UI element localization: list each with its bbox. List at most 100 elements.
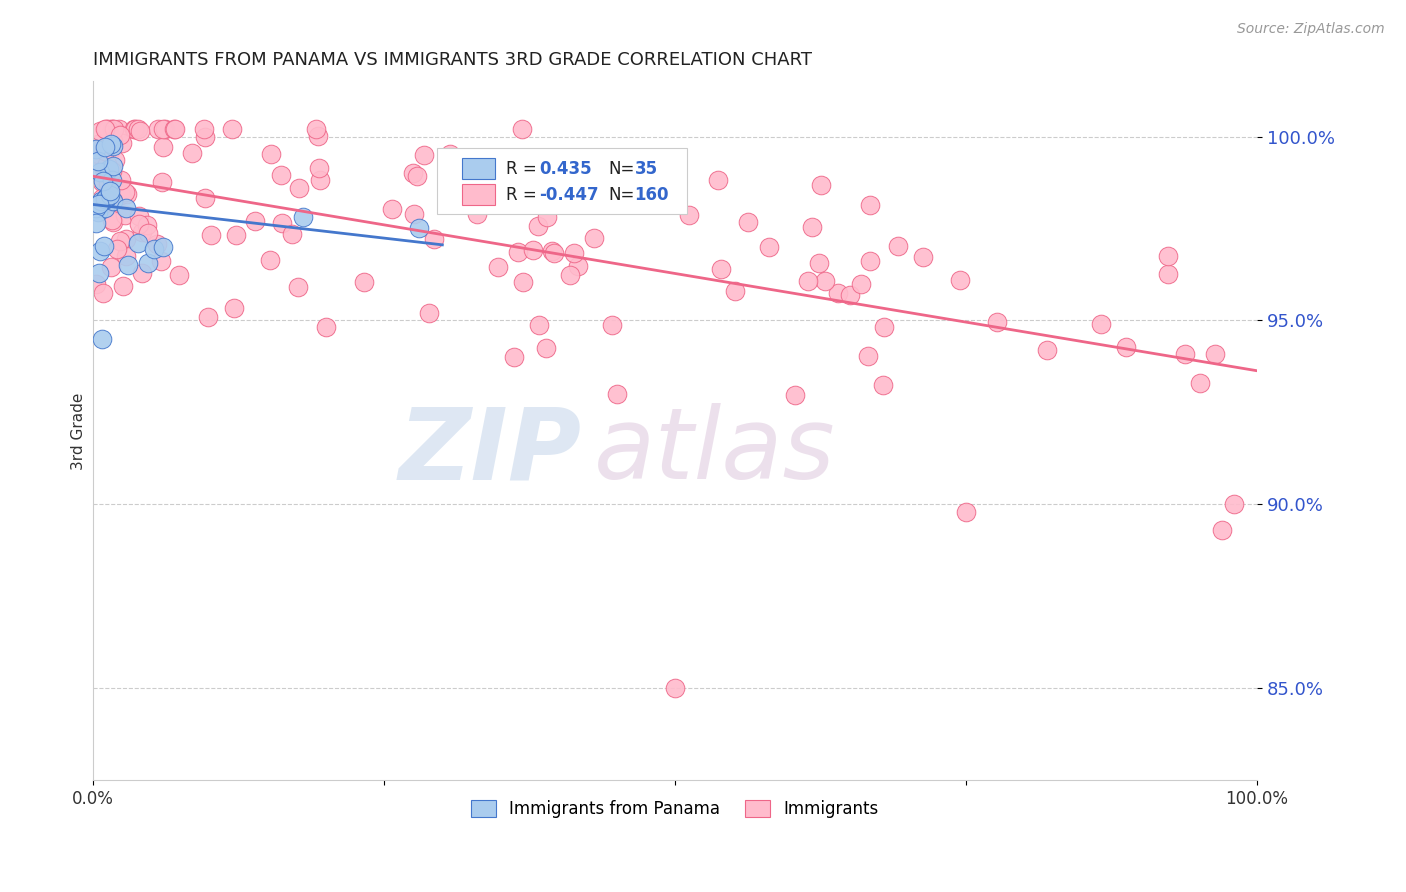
Point [87,153,110,168]
Point [115,232,138,246]
Text: N=: N= [609,186,636,204]
Point [111,136,134,150]
Point [567,259,589,273]
Point [562,245,585,260]
Point [404,206,426,220]
Point [859,253,882,268]
Point [101,139,124,153]
Point [737,215,759,229]
Point [510,122,533,136]
Text: -0.447: -0.447 [538,186,599,204]
Point [1174,347,1197,361]
Point [84,215,107,229]
Point [872,378,894,392]
Point [408,221,430,235]
Point [97,122,120,136]
Point [96,189,118,203]
Point [128,209,150,223]
Point [93,192,115,206]
Point [1204,347,1226,361]
Point [152,240,174,254]
Point [98,145,121,159]
Point [122,122,145,136]
Point [808,256,831,270]
Point [136,227,159,241]
Point [149,254,172,268]
Point [1222,497,1244,511]
Point [353,275,375,289]
Point [308,161,330,175]
Point [758,240,780,254]
Point [194,129,217,144]
Point [664,681,686,696]
Point [307,128,329,143]
Point [86,277,108,292]
Point [100,212,122,227]
Point [91,286,114,301]
Point [527,219,550,233]
Point [492,170,515,185]
Point [1188,376,1211,390]
Point [706,173,728,187]
Point [117,186,139,201]
Text: R =: R = [506,160,537,178]
Point [606,387,628,401]
Point [108,234,131,248]
Point [128,124,150,138]
Point [101,194,124,209]
Point [581,161,603,176]
Point [543,245,565,260]
Point [101,173,124,187]
Point [810,178,832,193]
Point [724,284,747,298]
Point [101,214,124,228]
Point [194,191,217,205]
Point [418,306,440,320]
Point [259,147,281,161]
Point [540,244,562,258]
Point [131,266,153,280]
Point [94,145,117,159]
Point [91,332,114,346]
Point [101,164,124,178]
Point [856,349,879,363]
FancyBboxPatch shape [463,185,495,205]
Text: 0.435: 0.435 [538,160,592,178]
Point [1156,250,1178,264]
Point [91,191,114,205]
Point [98,162,121,177]
Point [543,153,565,168]
Point [406,169,429,184]
Point [270,168,292,182]
Point [541,166,564,180]
Point [534,190,557,204]
Point [87,154,110,169]
Point [814,274,837,288]
Point [94,122,117,136]
Point [259,253,281,268]
Point [152,122,174,136]
Point [838,288,860,302]
Point [291,211,314,225]
Point [522,243,544,257]
Point [104,153,127,167]
Point [281,227,304,242]
Point [98,201,121,215]
Point [221,122,243,136]
Text: Source: ZipAtlas.com: Source: ZipAtlas.com [1237,22,1385,37]
Point [87,196,110,211]
Point [413,147,436,161]
Point [152,139,174,153]
Point [381,202,404,216]
Point [131,225,153,239]
Point [94,201,117,215]
Point [827,286,849,301]
Point [101,194,124,208]
Point [90,194,112,208]
Point [1115,340,1137,354]
Point [308,172,330,186]
Point [797,274,820,288]
Point [86,137,108,152]
Point [84,201,107,215]
Point [955,505,977,519]
